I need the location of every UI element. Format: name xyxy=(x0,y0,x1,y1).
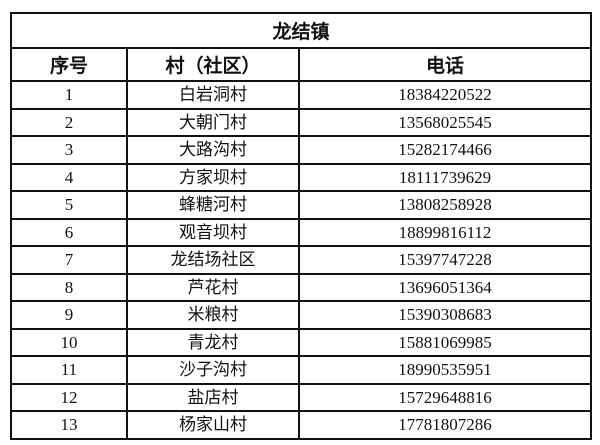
table-row: 13 杨家山村 17781807286 xyxy=(10,410,592,440)
cell-village: 米粮村 xyxy=(126,300,300,330)
cell-index: 10 xyxy=(10,327,128,357)
cell-index: 4 xyxy=(10,162,128,192)
table-row: 5 蜂糖河村 13808258928 xyxy=(10,190,592,220)
cell-village: 杨家山村 xyxy=(126,410,300,440)
table-row: 3 大路沟村 15282174466 xyxy=(10,135,592,165)
cell-phone: 15881069985 xyxy=(298,327,592,357)
cell-index: 12 xyxy=(10,382,128,412)
cell-index: 13 xyxy=(10,410,128,440)
table-row: 10 青龙村 15881069985 xyxy=(10,327,592,357)
header-row: 序号 村（社区） 电话 xyxy=(10,47,592,82)
table-row: 8 芦花村 13696051364 xyxy=(10,272,592,302)
cell-village: 芦花村 xyxy=(126,272,300,302)
header-index: 序号 xyxy=(10,47,128,82)
table-row: 1 白岩洞村 18384220522 xyxy=(10,80,592,110)
cell-phone: 13808258928 xyxy=(298,190,592,220)
cell-village: 龙结场社区 xyxy=(126,245,300,275)
table-row: 2 大朝门村 13568025545 xyxy=(10,107,592,137)
cell-village: 大朝门村 xyxy=(126,107,300,137)
table-row: 6 观音坝村 18899816112 xyxy=(10,217,592,247)
cell-index: 6 xyxy=(10,217,128,247)
cell-phone: 13568025545 xyxy=(298,107,592,137)
table-row: 11 沙子沟村 18990535951 xyxy=(10,355,592,385)
cell-index: 9 xyxy=(10,300,128,330)
cell-index: 8 xyxy=(10,272,128,302)
cell-phone: 18111739629 xyxy=(298,162,592,192)
cell-phone: 15390308683 xyxy=(298,300,592,330)
header-phone: 电话 xyxy=(298,47,592,82)
cell-village: 大路沟村 xyxy=(126,135,300,165)
cell-village: 蜂糖河村 xyxy=(126,190,300,220)
cell-phone: 15397747228 xyxy=(298,245,592,275)
cell-village: 沙子沟村 xyxy=(126,355,300,385)
cell-phone: 13696051364 xyxy=(298,272,592,302)
table-row: 9 米粮村 15390308683 xyxy=(10,300,592,330)
cell-village: 观音坝村 xyxy=(126,217,300,247)
cell-phone: 18990535951 xyxy=(298,355,592,385)
cell-village: 白岩洞村 xyxy=(126,80,300,110)
cell-index: 1 xyxy=(10,80,128,110)
table-row: 4 方家坝村 18111739629 xyxy=(10,162,592,192)
table-body: 1 白岩洞村 18384220522 2 大朝门村 13568025545 3 大路沟村 152… xyxy=(10,80,592,440)
cell-village: 青龙村 xyxy=(126,327,300,357)
cell-phone: 15282174466 xyxy=(298,135,592,165)
cell-phone: 17781807286 xyxy=(298,410,592,440)
cell-index: 11 xyxy=(10,355,128,385)
cell-village: 盐店村 xyxy=(126,382,300,412)
cell-phone: 18384220522 xyxy=(298,80,592,110)
cell-phone: 15729648816 xyxy=(298,382,592,412)
cell-index: 5 xyxy=(10,190,128,220)
header-village: 村（社区） xyxy=(126,47,300,82)
table-title: 龙结镇 xyxy=(10,12,592,49)
cell-index: 2 xyxy=(10,107,128,137)
cell-village: 方家坝村 xyxy=(126,162,300,192)
table-row: 12 盐店村 15729648816 xyxy=(10,382,592,412)
table-row: 7 龙结场社区 15397747228 xyxy=(10,245,592,275)
cell-phone: 18899816112 xyxy=(298,217,592,247)
title-row: 龙结镇 xyxy=(10,12,592,49)
cell-index: 3 xyxy=(10,135,128,165)
contact-table: 龙结镇 序号 村（社区） 电话 1 白岩洞村 18384220522 2 大朝门村 135… xyxy=(10,12,592,440)
cell-index: 7 xyxy=(10,245,128,275)
